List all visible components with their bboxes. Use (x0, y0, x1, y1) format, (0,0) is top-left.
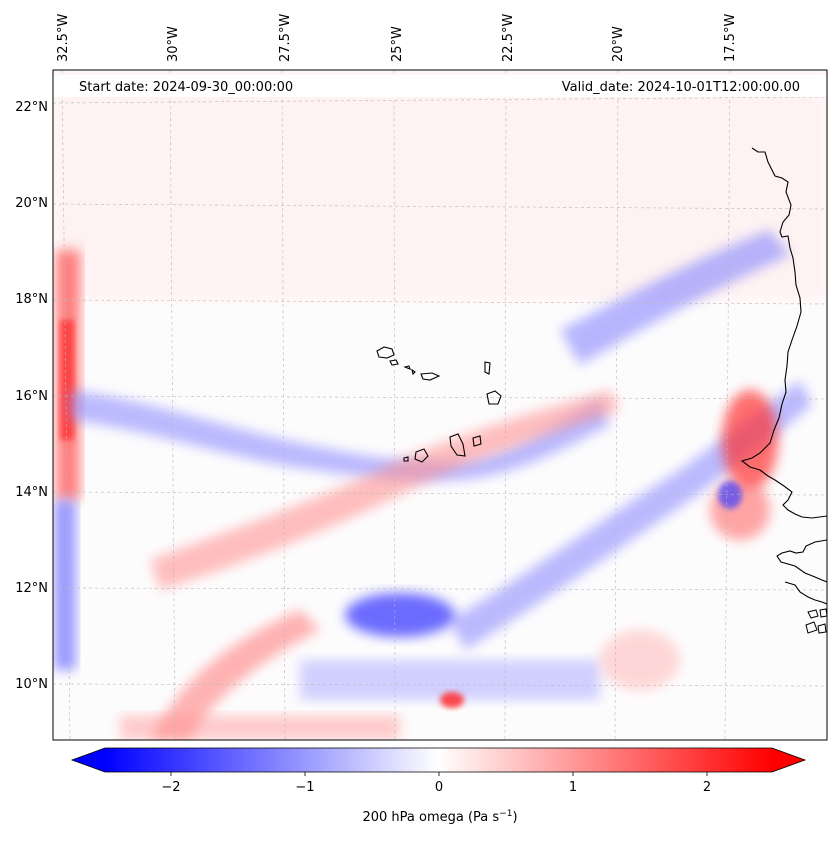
omega-shade-left-blue (54, 500, 76, 670)
omega-shade-red-diagonal (150, 390, 620, 590)
gridline-lon-32-5 (61, 70, 71, 740)
island-santiago (449, 433, 466, 457)
omega-shade-red-east (600, 630, 680, 690)
colorbar-label-exponent: −1 (499, 809, 512, 819)
lon-tick-label: 20°W (611, 26, 626, 62)
island-sao-vicente (389, 359, 399, 366)
lat-tick-label: 20°N (15, 196, 48, 211)
colorbar-label-main: 200 hPa omega (Pa s (362, 810, 499, 825)
lat-tick-label: 16°N (15, 389, 48, 404)
island-maio (472, 435, 482, 447)
colorbar-label-close: ) (512, 810, 517, 825)
lat-tick-label: 18°N (15, 292, 48, 307)
lat-tick-label: 14°N (15, 485, 48, 500)
omega-shade-blue-se (450, 380, 812, 650)
colorbar-outline (70, 747, 807, 773)
coastline-mainland (740, 147, 827, 519)
lat-tick-label: 22°N (15, 100, 48, 115)
colorbar-tick-label: −2 (161, 780, 180, 795)
omega-shade-red-sw (150, 610, 320, 740)
island-fogo (414, 448, 429, 463)
island-santa-luzia (403, 365, 411, 370)
omega-shade-blue-band (70, 390, 610, 481)
lat-tick-labels: 22°N 20°N 18°N 16°N 14°N 12°N 10°N (15, 100, 48, 692)
gridline-lon-25 (393, 70, 396, 740)
map-frame (52, 69, 828, 741)
omega-shade-blue-ne (560, 230, 790, 365)
colorbar-tick-label: 2 (703, 780, 711, 795)
colorbar-tick-labels: −2 −1 0 1 2 (161, 780, 711, 795)
lon-tick-label: 22.5°W (501, 14, 516, 62)
island-santo-antao (376, 346, 395, 359)
gridline-lon-27-5 (281, 70, 286, 740)
island-sal (484, 361, 491, 375)
omega-shade-red-spot (440, 692, 464, 708)
colorbar-min-extend (72, 748, 105, 772)
colorbar-label: 200 hPa omega (Pa s−1) (362, 809, 517, 825)
bijagos-island-1 (807, 609, 819, 619)
valid-date-label: Valid_date: 2024-10-01T12:00:00.00 (562, 80, 800, 95)
omega-shade-red-coast (722, 390, 778, 490)
omega-shade-red-south-edge (120, 715, 400, 740)
bijagos-island-3 (805, 621, 818, 634)
colorbar-ticks (170, 772, 708, 776)
lat-tick-label: 12°N (15, 581, 48, 596)
omega-shade-blue-core (345, 593, 455, 637)
island-razo (411, 368, 416, 376)
bijagos-islands (805, 608, 827, 634)
gridline-lon-30 (169, 70, 176, 740)
coastline-guinea-bissau (784, 581, 827, 605)
date-strip (53, 75, 827, 97)
colorbar-gradient (105, 748, 772, 772)
gridline-lon-17-5 (724, 70, 731, 740)
lon-tick-label: 32.5°W (56, 14, 71, 62)
cape-verde-islands (376, 346, 502, 463)
omega-shade-blue-coast (718, 481, 742, 509)
bijagos-island-2 (819, 608, 827, 618)
lon-tick-label: 27.5°W (278, 14, 293, 62)
omega-field: Start date: 2024-09-30_00:00:00 Valid_da… (53, 70, 827, 740)
start-date-label: Start date: 2024-09-30_00:00:00 (79, 80, 293, 95)
bijagos-island-4 (817, 623, 827, 634)
island-brava (403, 456, 409, 462)
gridlines (53, 70, 827, 740)
colorbar-tick-label: 1 (569, 780, 577, 795)
omega-shade-left-red-core (60, 320, 74, 440)
lon-tick-label: 30°W (166, 26, 181, 62)
gridline-lon-22-5 (504, 70, 507, 740)
colorbar-tick-label: 0 (435, 780, 443, 795)
lon-tick-label: 17.5°W (723, 14, 738, 62)
colorbar: −2 −1 0 1 2 200 hPa omega (Pa s−1) (70, 747, 807, 825)
lat-tick-label: 10°N (15, 677, 48, 692)
colorbar-tick-label: −1 (295, 780, 314, 795)
lon-tick-label: 25°W (390, 26, 405, 62)
coastline-gambia (776, 539, 827, 583)
colorbar-max-extend (772, 748, 805, 772)
island-sao-nicolau (420, 372, 441, 381)
map-panel: Start date: 2024-09-30_00:00:00 Valid_da… (52, 69, 828, 741)
lon-tick-labels: 32.5°W 30°W 27.5°W 25°W 22.5°W 20°W 17.5… (56, 14, 738, 62)
island-boa-vista (486, 390, 502, 405)
gridline-lon-20 (614, 70, 619, 740)
